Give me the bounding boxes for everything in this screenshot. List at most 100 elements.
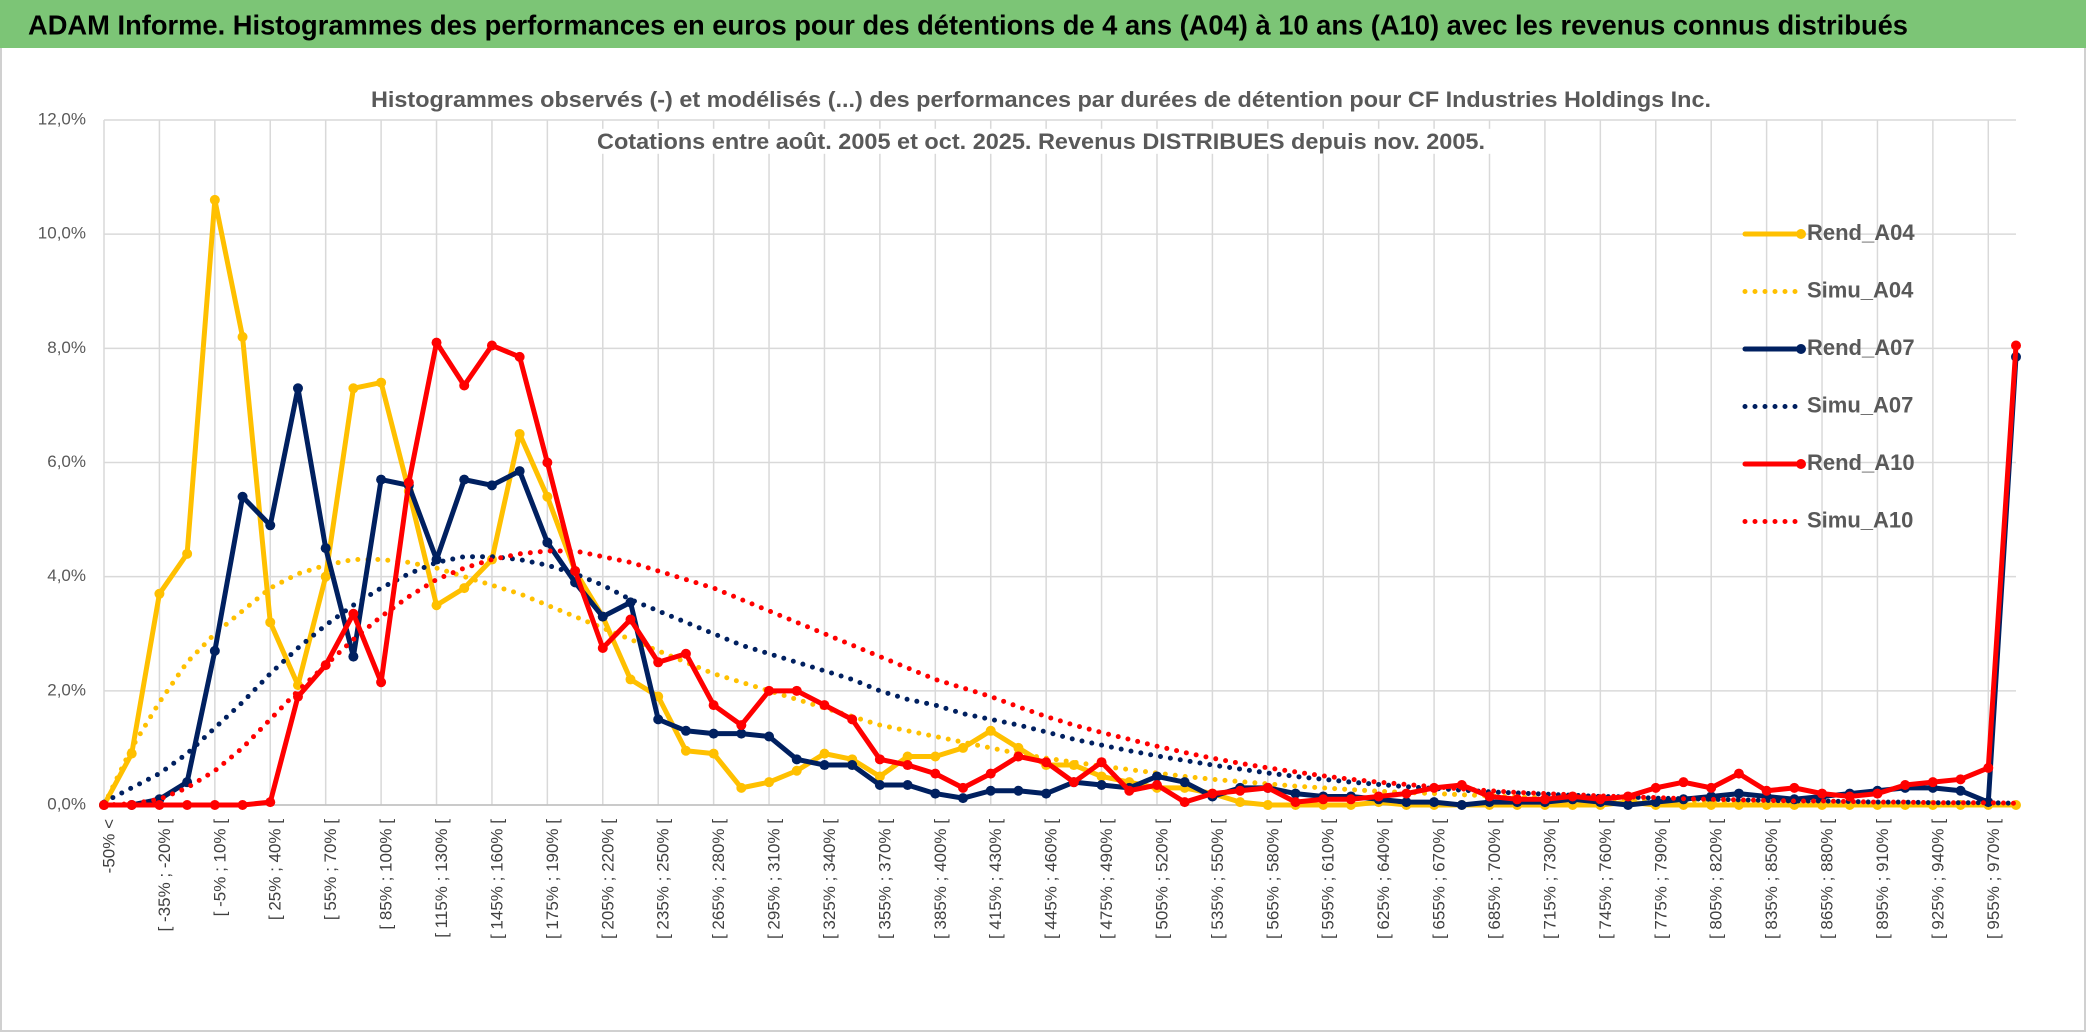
point — [1955, 785, 1966, 796]
point — [376, 377, 387, 388]
x-tick-label: [ 505% ; 520% [ — [1152, 819, 1171, 939]
point — [1872, 788, 1883, 799]
x-tick-label: [ 55% ; 70% [ — [321, 819, 340, 920]
point — [542, 491, 553, 502]
point — [1262, 782, 1273, 793]
point — [514, 351, 525, 362]
point — [902, 780, 913, 791]
point — [847, 714, 858, 725]
x-tick-label: [ 235% ; 250% [ — [654, 819, 673, 939]
point — [292, 383, 303, 394]
point — [320, 571, 331, 582]
point — [348, 608, 359, 619]
y-tick-label: 6,0% — [47, 452, 86, 471]
model-line — [101, 554, 2019, 806]
point — [1151, 771, 1162, 782]
y-tick-label: 8,0% — [47, 338, 86, 357]
point — [1373, 791, 1384, 802]
point — [237, 491, 248, 502]
x-tick-label: [ 145% ; 160% [ — [487, 819, 506, 939]
point — [819, 700, 830, 711]
legend-label: Rend_A04 — [1807, 220, 1915, 245]
point — [376, 474, 387, 485]
point — [985, 785, 996, 796]
point — [930, 768, 941, 779]
chart-subtitle: Cotations entre août. 2005 et oct. 2025.… — [597, 129, 1485, 154]
point — [1955, 774, 1966, 785]
x-tick-label: [ 925% ; 940% [ — [1928, 819, 1947, 939]
point — [1096, 757, 1107, 768]
point — [1318, 794, 1329, 805]
point — [1179, 777, 1190, 788]
point — [459, 380, 470, 391]
point — [764, 685, 775, 696]
legend-marker — [1796, 459, 1806, 469]
x-tick-label: [ 445% ; 460% [ — [1042, 819, 1061, 939]
point — [1429, 797, 1440, 808]
point — [1096, 780, 1107, 791]
point — [819, 760, 830, 771]
point — [570, 565, 581, 576]
x-tick-label: [ 415% ; 430% [ — [986, 819, 1005, 939]
x-tick-label: [ 85% ; 100% [ — [377, 819, 396, 930]
chart-title: Histogrammes observés (-) et modélisés (… — [371, 87, 1711, 112]
x-tick-label: [ 325% ; 340% [ — [820, 819, 839, 939]
point — [680, 725, 691, 736]
x-tick-label: -50% < — [99, 819, 118, 873]
point — [958, 793, 969, 804]
x-tick-label: [ 115% ; 130% [ — [432, 819, 451, 938]
point — [597, 643, 608, 654]
point — [1207, 788, 1218, 799]
y-tick-label: 0,0% — [47, 794, 86, 813]
point — [486, 480, 497, 491]
x-tick-label: [ 205% ; 220% [ — [598, 819, 617, 939]
point — [1096, 771, 1107, 782]
x-tick-label: [ 475% ; 490% [ — [1097, 819, 1116, 939]
point — [1235, 785, 1246, 796]
point — [209, 800, 220, 810]
point — [902, 751, 913, 762]
point — [1013, 751, 1024, 762]
x-tick-label: [ 295% ; 310% [ — [765, 819, 784, 939]
y-tick-label: 12,0% — [38, 109, 86, 128]
x-tick-label: [ 805% ; 820% [ — [1707, 819, 1726, 939]
legend-label: Rend_A10 — [1807, 450, 1915, 475]
title-background — [591, 128, 1491, 154]
legend-label: Simu_A07 — [1807, 392, 1913, 417]
point — [514, 466, 525, 477]
point — [431, 600, 442, 611]
point — [708, 700, 719, 711]
point — [265, 617, 276, 628]
x-tick-label: [ -5% ; 10% [ — [210, 819, 229, 917]
y-tick-label: 10,0% — [38, 224, 86, 243]
y-tick-label: 2,0% — [47, 680, 86, 699]
point — [874, 754, 885, 765]
point — [1262, 800, 1273, 810]
observed-line — [101, 197, 2019, 808]
point — [653, 657, 664, 668]
point — [1706, 782, 1717, 793]
x-tick-label: [ 595% ; 610% [ — [1319, 819, 1338, 939]
x-tick-label: [ 535% ; 550% [ — [1208, 819, 1227, 939]
point — [1068, 777, 1079, 788]
x-tick-label: [ 865% ; 880% [ — [1818, 819, 1837, 939]
point — [958, 742, 969, 753]
point — [985, 768, 996, 779]
point — [348, 651, 359, 662]
point — [902, 760, 913, 771]
point — [403, 477, 414, 488]
point — [459, 474, 470, 485]
point — [486, 340, 497, 351]
point — [1484, 791, 1495, 802]
point — [1650, 782, 1661, 793]
point — [1789, 782, 1800, 793]
point — [791, 765, 802, 776]
x-tick-label: [ 175% ; 190% [ — [543, 819, 562, 939]
point — [1151, 780, 1162, 791]
point — [985, 725, 996, 736]
point — [791, 754, 802, 765]
point — [708, 748, 719, 759]
x-tick-label: [ 745% ; 760% [ — [1596, 819, 1615, 939]
point — [1456, 800, 1467, 810]
